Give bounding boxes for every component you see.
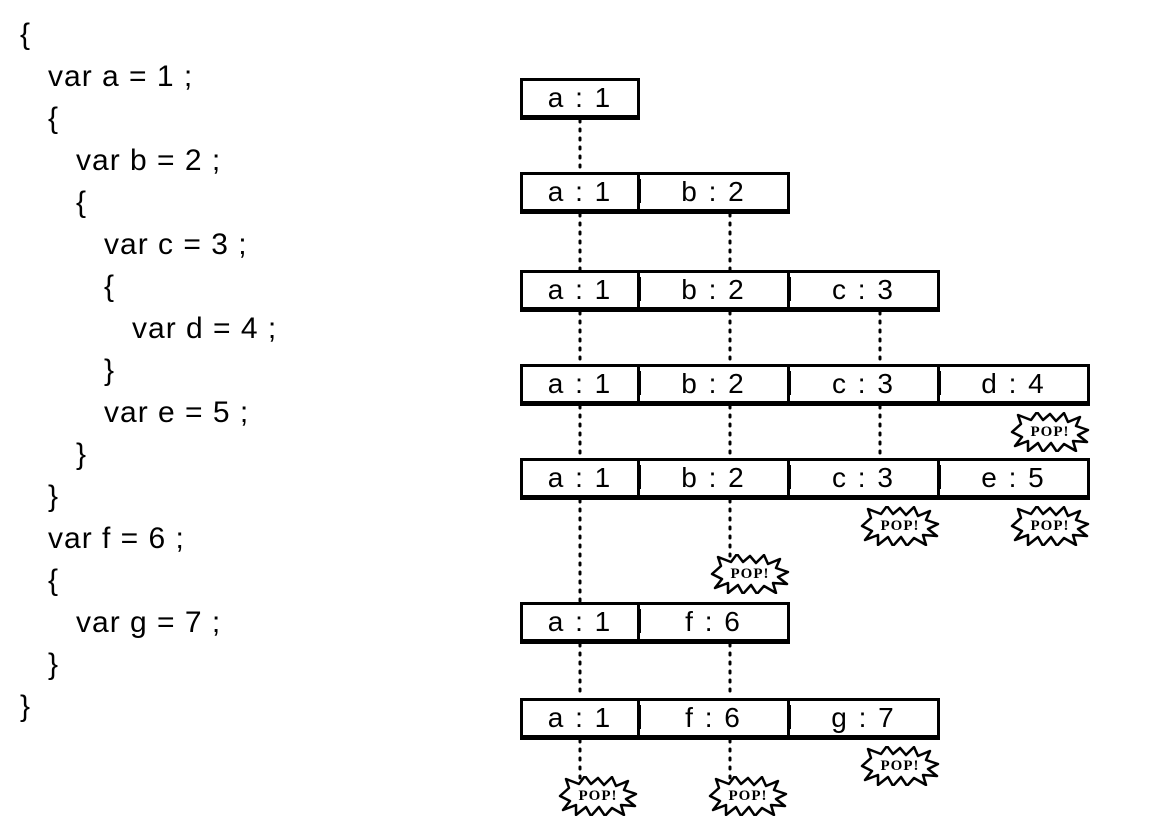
stack-cell: c : 3 [790,458,940,500]
pop-badge: POP! [860,746,940,786]
stack-cell: b : 2 [640,270,790,312]
code-block: { var a = 1 ; { var b = 2 ; { var c = 3 … [20,14,500,728]
stack-row: a : 1 f : 6 [520,602,790,644]
stack-cell: a : 1 [520,172,640,214]
stack-row: a : 1 f : 6 g : 7 [520,698,940,740]
stack-cell: a : 1 [520,364,640,406]
code-line: var b = 2 ; [20,140,500,182]
stack-cell: a : 1 [520,602,640,644]
stack-cell: a : 1 [520,458,640,500]
stack-cell: c : 3 [790,364,940,406]
pop-badge: POP! [708,776,788,816]
code-line: } [20,476,500,518]
stack-cell: c : 3 [790,270,940,312]
stack-cell: a : 1 [520,78,640,120]
stack-cell: b : 2 [640,364,790,406]
pop-label: POP! [1010,412,1090,452]
stack-row: a : 1 b : 2 c : 3 e : 5 [520,458,1090,500]
code-line: { [20,560,500,602]
code-line: { [20,266,500,308]
code-line: var a = 1 ; [20,56,500,98]
code-line: var c = 3 ; [20,224,500,266]
stack-cell: g : 7 [790,698,940,740]
code-line: var g = 7 ; [20,602,500,644]
pop-label: POP! [860,746,940,786]
pop-label: POP! [708,776,788,816]
code-line: } [20,434,500,476]
pop-label: POP! [860,506,940,546]
stack-row: a : 1 b : 2 c : 3 d : 4 [520,364,1090,406]
code-line: var e = 5 ; [20,392,500,434]
code-line: { [20,14,500,56]
stack-diagram: a : 1 a : 1 b : 2 a : 1 b : 2 c : 3 a : … [520,14,1140,794]
code-line: var f = 6 ; [20,518,500,560]
pop-badge: POP! [1010,412,1090,452]
stack-cell: b : 2 [640,172,790,214]
pop-label: POP! [710,554,790,594]
pop-label: POP! [1010,506,1090,546]
code-line: } [20,350,500,392]
pop-label: POP! [558,776,638,816]
stack-row: a : 1 b : 2 [520,172,790,214]
stack-cell: a : 1 [520,698,640,740]
stack-cell: a : 1 [520,270,640,312]
stack-cell: d : 4 [940,364,1090,406]
code-line: { [20,182,500,224]
stack-row: a : 1 b : 2 c : 3 [520,270,940,312]
code-line: } [20,644,500,686]
code-line: { [20,98,500,140]
pop-badge: POP! [1010,506,1090,546]
stack-cell: e : 5 [940,458,1090,500]
pop-badge: POP! [710,554,790,594]
stack-row: a : 1 [520,78,640,120]
stack-cell: b : 2 [640,458,790,500]
code-line: } [20,686,500,728]
stack-cell: f : 6 [640,698,790,740]
code-line: var d = 4 ; [20,308,500,350]
stack-cell: f : 6 [640,602,790,644]
pop-badge: POP! [860,506,940,546]
pop-badge: POP! [558,776,638,816]
